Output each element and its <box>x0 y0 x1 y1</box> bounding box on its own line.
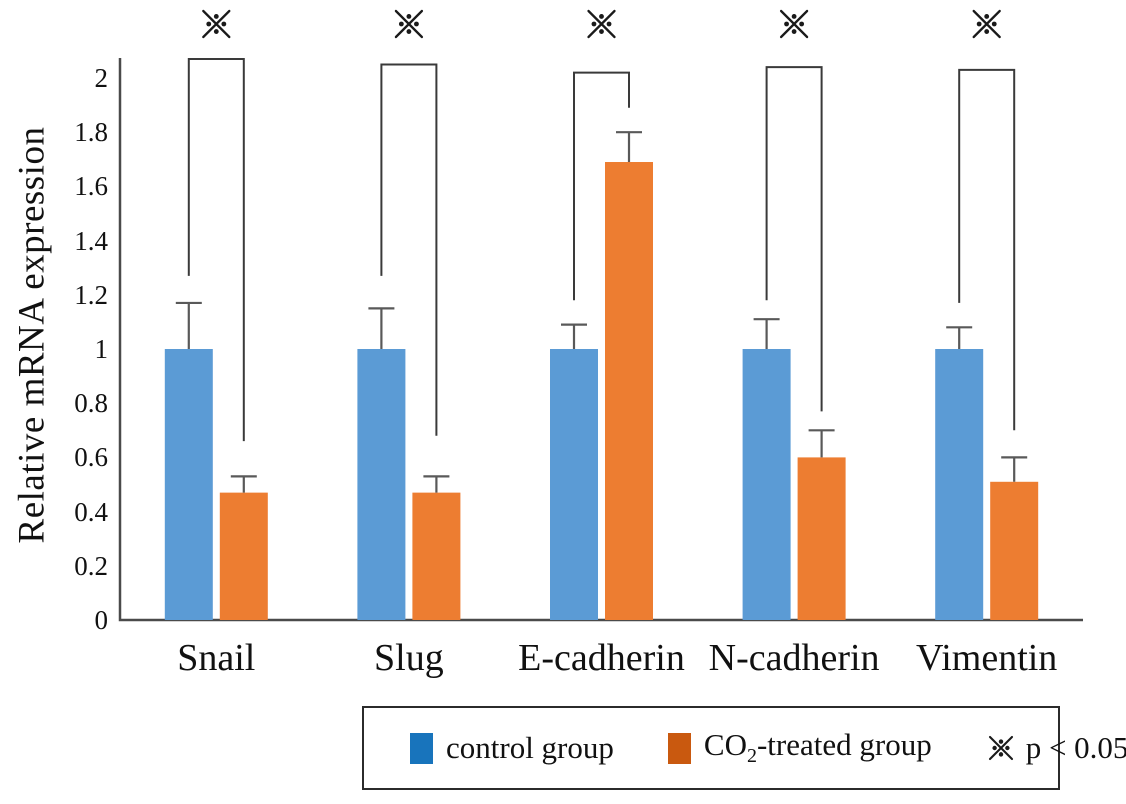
significance-bracket-Snail <box>187 58 245 442</box>
reference-mark-glyph <box>394 9 424 39</box>
legend-label-treated-post: -treated group <box>756 727 932 763</box>
legend: control group CO2-treated group p < 0.05 <box>362 706 1126 790</box>
legend-label-treated-pre: CO <box>703 727 747 763</box>
x-category-label-Snail: Snail <box>177 637 256 679</box>
error-bar-treated-Snail <box>230 475 257 493</box>
x-category-label-Vimentin: Vimentin <box>916 637 1058 679</box>
legend-item-significance: p < 0.05 <box>986 730 1126 766</box>
bar-control-E-cadherin <box>550 349 598 620</box>
error-bar-control-Snail <box>175 301 202 349</box>
reference-mark-glyph <box>972 9 1001 39</box>
bar-control-Slug <box>357 349 406 620</box>
error-bar-treated-E-cadherin <box>616 131 642 163</box>
reference-mark-glyph <box>587 9 616 39</box>
bar-treated-Snail <box>219 492 268 620</box>
y-tick-label: 0 <box>94 605 109 635</box>
y-tick-label: 0.2 <box>74 550 108 581</box>
significance-bracket-Vimentin <box>958 68 1016 431</box>
control-group-swatch <box>410 732 433 764</box>
significance-bracket-Slug <box>380 63 438 436</box>
treated-group-swatch <box>667 732 691 764</box>
bar-treated-Slug <box>412 492 461 620</box>
y-tick-label: 1.4 <box>74 225 108 256</box>
bar-treated-N-cadherin <box>797 457 846 620</box>
error-bar-treated-Slug <box>423 475 450 493</box>
x-category-label-Slug: Slug <box>374 637 444 679</box>
bar-treated-E-cadherin <box>605 162 653 620</box>
y-tick-label: 1 <box>94 334 109 364</box>
y-tick-label: 0.8 <box>74 388 108 419</box>
reference-mark-glyph <box>988 735 1013 761</box>
reference-mark-glyph <box>779 9 809 39</box>
x-category-label-N-cadherin: N-cadherin <box>708 637 880 679</box>
bar-control-Vimentin <box>935 349 984 620</box>
y-tick-label: 1.6 <box>74 171 108 202</box>
y-tick-label: 1.8 <box>74 117 108 148</box>
reference-mark-glyph <box>202 9 231 39</box>
error-bar-treated-Vimentin <box>1001 456 1028 482</box>
error-bar-control-N-cadherin <box>753 318 780 349</box>
legend-label-control: control group <box>446 730 614 765</box>
error-bar-treated-N-cadherin <box>808 429 835 458</box>
y-tick-label: 1.2 <box>74 279 108 310</box>
legend-item-control: control group <box>410 730 614 766</box>
y-tick-label: 0.6 <box>74 442 108 473</box>
significance-bracket-E-cadherin <box>573 71 630 301</box>
error-bar-control-Vimentin <box>946 326 973 349</box>
y-tick-label: 0.4 <box>74 496 108 527</box>
error-bar-control-Slug <box>368 307 395 349</box>
error-bar-control-E-cadherin <box>561 323 587 349</box>
significance-bracket-N-cadherin <box>765 66 823 412</box>
x-category-label-E-cadherin: E-cadherin <box>518 637 685 679</box>
y-tick-label: 2 <box>94 63 109 93</box>
bar-treated-Vimentin <box>990 481 1039 620</box>
legend-label-treated-sub: 2 <box>746 745 757 768</box>
legend-label-treated: CO2-treated group <box>704 727 932 768</box>
bar-control-N-cadherin <box>742 349 791 620</box>
legend-item-treated: CO2-treated group <box>667 727 932 768</box>
reference-mark-icon <box>988 735 1013 761</box>
bar-control-Snail <box>164 349 213 620</box>
significance-note-label: p < 0.05 <box>1025 730 1126 765</box>
